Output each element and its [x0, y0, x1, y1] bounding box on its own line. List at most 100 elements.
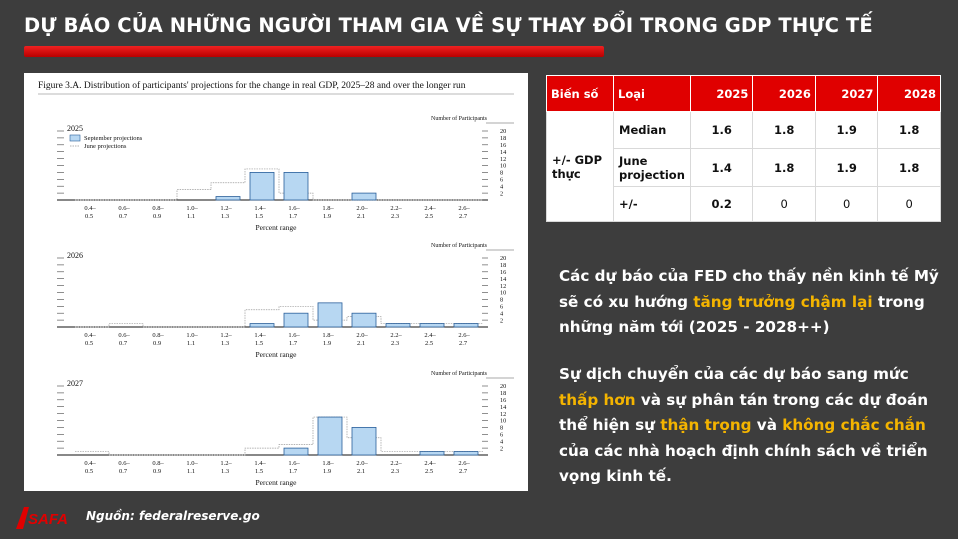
- x-range-label-bottom: 2.5: [425, 468, 433, 475]
- x-range-label-top: 1.6–: [288, 460, 300, 467]
- y-tick-label: 20: [500, 383, 506, 390]
- y-tick-label: 2: [500, 317, 503, 324]
- september-bar: [283, 172, 309, 201]
- x-range-label-top: 1.8–: [322, 332, 334, 339]
- x-range-label-bottom: 2.3: [391, 468, 399, 475]
- x-range-label-top: 2.2–: [390, 332, 402, 339]
- x-range-label-top: 0.4–: [84, 460, 96, 467]
- table-header-row: Biến số Loại 2025 2026 2027 2028: [546, 75, 941, 112]
- summary-paragraph-2: Sự dịch chuyển của các dự báo sang mức t…: [559, 362, 931, 490]
- x-range-label-bottom: 1.7: [289, 340, 298, 347]
- x-range-label-bottom: 0.9: [153, 340, 161, 347]
- x-range-label-top: 1.4–: [254, 205, 266, 212]
- text-run: trong những năm tới (2025 - 2028++): [559, 292, 925, 337]
- text-run: và sự phân tán trong các dự đoán thể hiệ…: [559, 390, 929, 435]
- x-range-label-bottom: 1.5: [255, 468, 263, 475]
- x-range-label-bottom: 0.9: [153, 468, 161, 475]
- x-range-label-bottom: 2.7: [459, 213, 468, 220]
- x-range-label-top: 1.0–: [186, 460, 198, 467]
- y-tick-label: 6: [500, 304, 503, 311]
- x-range-label-bottom: 2.7: [459, 468, 468, 475]
- x-range-label-bottom: 1.7: [289, 468, 298, 475]
- x-range-label-bottom: 2.5: [425, 340, 433, 347]
- x-range-label-top: 1.6–: [288, 332, 300, 339]
- highlight-text: thấp hơn: [559, 390, 636, 409]
- x-range-label-top: 1.0–: [186, 332, 198, 339]
- x-range-label-bottom: 2.3: [391, 340, 399, 347]
- x-range-label-top: 0.6–: [118, 205, 130, 212]
- september-bar: [317, 302, 343, 328]
- summary-paragraph-1: Các dự báo của FED cho thấy nền kinh tế …: [559, 264, 939, 341]
- y-tick-label: 20: [500, 255, 506, 262]
- cell-value: 1.9: [814, 111, 879, 149]
- gdp-projection-table: Biến số Loại 2025 2026 2027 2028 +/- GDP…: [546, 75, 941, 222]
- panel-year-label: 2027: [67, 379, 83, 388]
- cell-value: 1.8: [752, 148, 816, 187]
- cell-type: Median: [613, 111, 691, 149]
- x-range-label-bottom: 1.5: [255, 213, 263, 220]
- x-range-label-bottom: 1.3: [221, 340, 229, 347]
- y-tick-label: 10: [500, 290, 506, 297]
- text-run: Sự dịch chuyển của các dự báo sang mức: [559, 365, 909, 383]
- x-range-label-top: 1.6–: [288, 205, 300, 212]
- x-range-label-top: 0.8–: [152, 205, 164, 212]
- cell-value: 0: [752, 186, 816, 222]
- cell-value: 1.8: [877, 111, 941, 149]
- cell-value: 1.4: [689, 148, 754, 187]
- x-range-label-top: 1.2–: [220, 460, 232, 467]
- y-tick-label: 10: [500, 418, 506, 425]
- y-axis-title: Number of Participants: [431, 370, 488, 377]
- header-2028: 2028: [877, 75, 941, 112]
- x-range-label-top: 1.4–: [254, 332, 266, 339]
- cell-variable: +/- GDP thực: [546, 111, 614, 222]
- x-range-label-top: 0.8–: [152, 460, 164, 467]
- y-tick-label: 14: [500, 276, 507, 283]
- x-range-label-top: 2.0–: [356, 205, 368, 212]
- x-range-label-bottom: 2.1: [357, 213, 365, 220]
- x-range-label-bottom: 1.7: [289, 213, 298, 220]
- y-tick-label: 18: [500, 390, 506, 397]
- september-bar: [317, 416, 343, 456]
- cell-value: 1.9: [814, 148, 879, 187]
- x-range-label-top: 2.6–: [458, 205, 470, 212]
- text-run: của các nhà hoạch định chính sách về tri…: [559, 441, 928, 486]
- september-bar: [283, 312, 309, 328]
- y-tick-label: 18: [500, 262, 506, 269]
- text-run: và: [751, 416, 783, 434]
- x-range-label-bottom: 2.5: [425, 213, 433, 220]
- y-tick-label: 16: [500, 269, 506, 276]
- slide-title: DỰ BÁO CỦA NHỮNG NGƯỜI THAM GIA VỀ SỰ TH…: [24, 14, 873, 37]
- x-range-label-top: 1.2–: [220, 205, 232, 212]
- x-range-label-bottom: 1.9: [323, 468, 331, 475]
- x-axis-title: Percent range: [255, 350, 297, 359]
- september-bar: [385, 323, 411, 328]
- y-tick-label: 18: [500, 135, 506, 142]
- cell-value: 0.2: [689, 186, 754, 222]
- x-range-label-top: 2.4–: [424, 205, 436, 212]
- x-range-label-top: 2.6–: [458, 332, 470, 339]
- text-run: Các dự báo của FED cho thấy nền kinh tế …: [559, 267, 939, 311]
- cell-value: 1.8: [752, 111, 816, 149]
- x-range-label-top: 0.6–: [118, 460, 130, 467]
- cell-type: June projection: [613, 148, 691, 187]
- september-bar: [249, 323, 275, 328]
- x-range-label-top: 2.0–: [356, 460, 368, 467]
- header-type: Loại: [613, 75, 691, 112]
- fed-projection-figure: Figure 3.A. Distribution of participants…: [24, 73, 528, 491]
- x-range-label-top: 2.2–: [390, 205, 402, 212]
- x-range-label-bottom: 1.1: [187, 213, 195, 220]
- y-axis-title: Number of Participants: [431, 242, 488, 249]
- september-bar: [351, 312, 377, 328]
- x-range-label-bottom: 0.5: [85, 468, 93, 475]
- y-tick-label: 12: [500, 283, 506, 290]
- legend-label-june: June projections: [84, 143, 127, 150]
- y-tick-label: 2: [500, 445, 503, 452]
- cell-value: 0: [877, 186, 941, 222]
- x-range-label-bottom: 1.1: [187, 468, 195, 475]
- x-range-label-bottom: 0.7: [119, 468, 128, 475]
- y-tick-label: 16: [500, 397, 506, 404]
- y-tick-label: 6: [500, 432, 503, 439]
- y-tick-label: 6: [500, 177, 503, 184]
- september-bar: [453, 323, 479, 328]
- september-bar: [283, 447, 309, 456]
